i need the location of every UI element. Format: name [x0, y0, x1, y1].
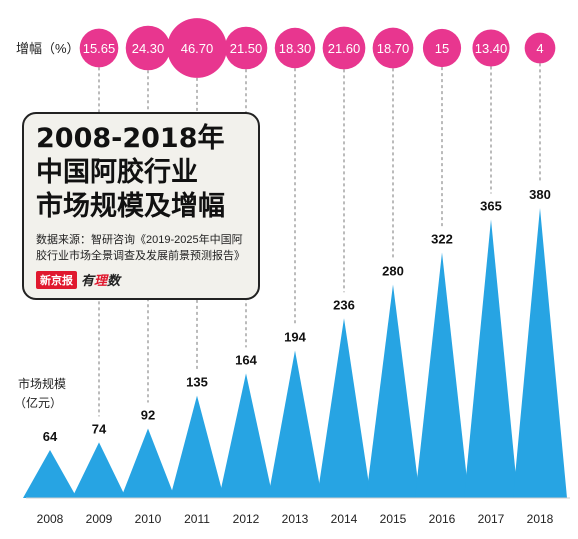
- size-label-2011: 135: [186, 375, 208, 390]
- growth-label-2009: 15.65: [83, 41, 116, 56]
- size-axis-label: 市场规模: [18, 376, 66, 391]
- value-labels: 64 74 92 135 164 194 236 280 322 365 380: [43, 187, 551, 444]
- growth-label-2015: 18.70: [377, 41, 410, 56]
- growth-bubbles: 15.65 24.30 46.70 21.50 18.30 21.60 18.70 15 13.…: [79, 18, 556, 78]
- growth-bubble-2016: [422, 28, 462, 68]
- growth-label-2018: 4: [536, 41, 543, 56]
- growth-bubble-2014: [322, 26, 366, 70]
- size-label-2018: 380: [529, 187, 551, 202]
- title-card: 2008-2018年 中国阿胶行业 市场规模及增幅 数据来源：智研咨询《2019…: [22, 112, 260, 300]
- year-label-2015: 2015: [380, 512, 407, 526]
- growth-bubble-2011: [167, 18, 227, 78]
- growth-bubble-2017: [472, 29, 510, 67]
- growth-axis-label: 增幅（%）: [16, 41, 80, 56]
- year-label-2016: 2016: [429, 512, 456, 526]
- growth-bubble-2018: [524, 32, 556, 64]
- size-label-2009: 74: [92, 421, 107, 436]
- size-label-2016: 322: [431, 231, 453, 246]
- size-triangle-2017: [464, 219, 518, 498]
- year-label-2017: 2017: [478, 512, 505, 526]
- size-label-2014: 236: [333, 297, 355, 312]
- size-label-2010: 92: [141, 408, 155, 423]
- year-label-2009: 2009: [86, 512, 113, 526]
- size-triangle-2012: [219, 373, 273, 498]
- growth-bubble-2009: [79, 28, 119, 68]
- size-axis-unit: （亿元）: [14, 395, 62, 410]
- growth-label-2013: 18.30: [279, 41, 312, 56]
- growth-bubble-2012: [224, 26, 268, 70]
- size-triangle-2016: [415, 252, 469, 498]
- size-label-2012: 164: [235, 352, 257, 367]
- size-triangle-2018: [513, 208, 567, 498]
- growth-bubble-2010: [125, 25, 171, 71]
- size-triangle-2014: [317, 318, 371, 498]
- chart-title: 2008-2018年 中国阿胶行业 市场规模及增幅: [36, 123, 225, 222]
- year-label-2013: 2013: [282, 512, 309, 526]
- growth-bubble-2013: [274, 27, 316, 69]
- year-label-2018: 2018: [527, 512, 554, 526]
- growth-bubble-2015: [372, 27, 414, 69]
- size-triangle-2010: [121, 428, 175, 498]
- size-label-2017: 365: [480, 198, 502, 213]
- market-size-triangles: [23, 208, 567, 498]
- size-triangle-2009: [72, 442, 126, 498]
- size-label-2008: 64: [43, 429, 58, 444]
- size-triangle-2015: [366, 284, 420, 498]
- size-triangle-2013: [268, 350, 322, 498]
- year-label-2014: 2014: [331, 512, 358, 526]
- year-label-2008: 2008: [37, 512, 64, 526]
- logo-text: 有理数: [81, 274, 121, 289]
- size-label-2013: 194: [284, 329, 306, 344]
- growth-label-2010: 24.30: [132, 41, 165, 56]
- size-triangle-2008: [23, 450, 77, 498]
- year-label-2012: 2012: [233, 512, 260, 526]
- growth-label-2012: 21.50: [230, 41, 263, 56]
- year-axis: 2008 2009 2010 2011 2012 2013 2014 2015 2016 2017…: [37, 512, 554, 526]
- growth-label-2016: 15: [435, 41, 449, 56]
- size-triangle-2011: [170, 395, 224, 498]
- growth-label-2014: 21.60: [328, 41, 361, 56]
- year-label-2010: 2010: [135, 512, 162, 526]
- publisher-logo: 新京报 有理数: [36, 270, 248, 289]
- logo-box: 新京报: [36, 270, 77, 289]
- data-source: 数据来源：智研咨询《2019-2025年中国阿胶行业市场全景调查及发展前景预测报…: [36, 234, 245, 262]
- growth-label-2011: 46.70: [181, 41, 214, 56]
- year-label-2011: 2011: [184, 512, 210, 526]
- size-label-2015: 280: [382, 264, 404, 279]
- growth-label-2017: 13.40: [475, 41, 508, 56]
